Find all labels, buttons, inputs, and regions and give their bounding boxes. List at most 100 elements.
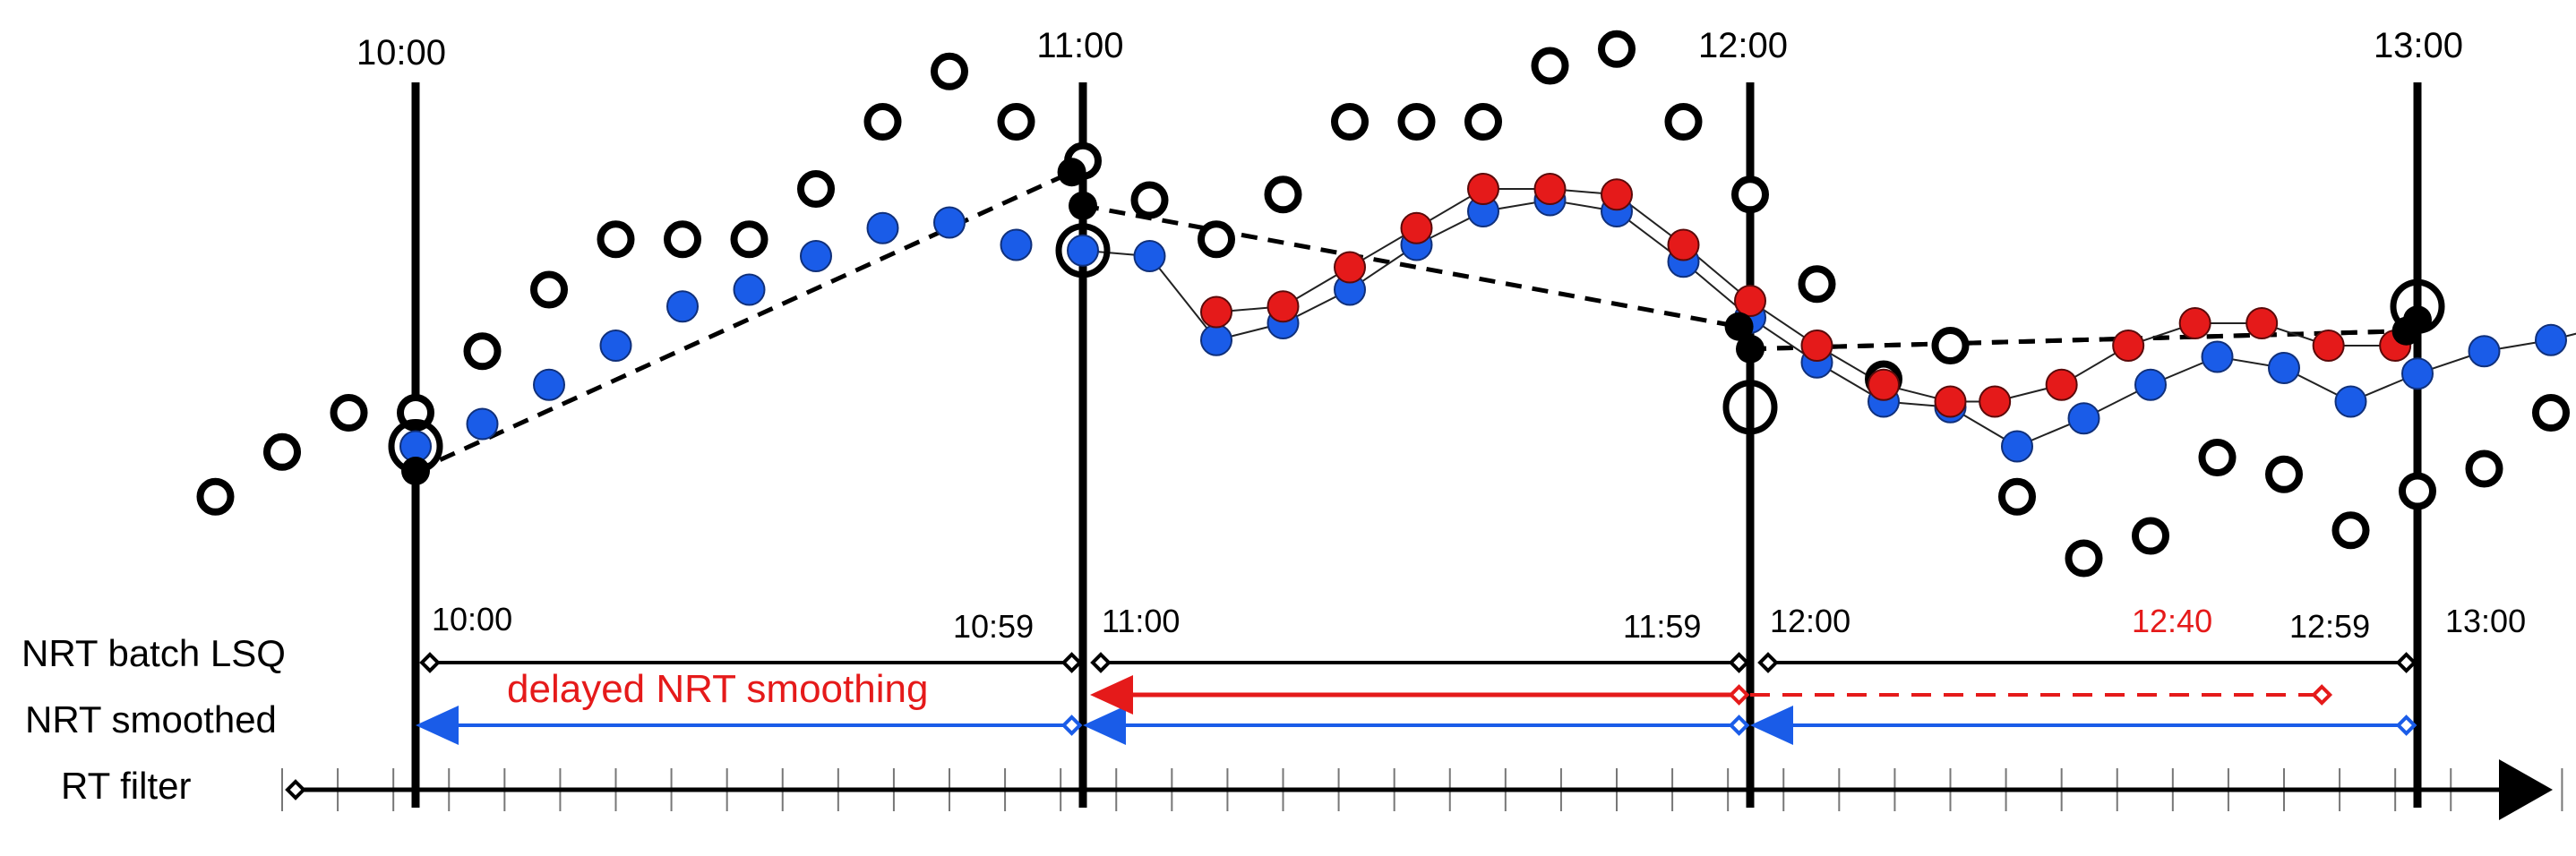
delayed-smoothed-point: [1467, 173, 1499, 205]
measurement-point: [1464, 103, 1502, 141]
measurement-point: [597, 220, 635, 259]
measurement-point: [1397, 103, 1436, 141]
delayed-smoothed-point: [1601, 178, 1633, 211]
measurement-point: [1531, 47, 1569, 85]
smoothed-point: [2535, 323, 2567, 356]
smoothed-end-diamond: [2395, 715, 2417, 736]
measurement-point: [263, 432, 301, 471]
row-label-rt: RT filter: [61, 765, 191, 807]
smoothed-point: [2001, 430, 2033, 463]
delayed-smoothed-point: [2312, 330, 2345, 362]
row-label-smoothed: NRT smoothed: [25, 698, 277, 740]
delayed-arrowhead: [1090, 675, 1133, 715]
delayed-smoothed-point: [1800, 330, 1833, 362]
smoothed-point: [1133, 240, 1166, 272]
measurement-point: [2331, 511, 2370, 550]
smoothed-arrowhead: [416, 706, 459, 745]
delayed-smoothing-annotation: delayed NRT smoothing: [507, 667, 928, 711]
batch-start-diamond: [419, 652, 441, 673]
delayed-smoothed-point: [1979, 385, 2012, 418]
measurement-point: [530, 270, 568, 309]
batch-lsq-points: [401, 158, 2432, 485]
delayed-smoothed-point: [2245, 307, 2279, 339]
minute-label-1240: 12:40: [2132, 603, 2212, 639]
hour-label-12: 12:00: [1698, 26, 1788, 65]
minute-label-1000: 10:00: [432, 601, 512, 638]
boundary-ring: [1722, 380, 1778, 435]
measurement-point: [463, 332, 502, 371]
window-boundary-rings: [388, 223, 2445, 474]
batch-end-diamond: [2395, 652, 2417, 673]
smoothed-point: [2334, 385, 2367, 418]
measurement-point: [196, 477, 235, 516]
smoothed-point: [800, 240, 832, 272]
delayed-smoothed-point: [1734, 285, 1766, 317]
batch-dashed-segment: [1749, 329, 2407, 352]
minute-label-1300: 13:00: [2445, 603, 2526, 639]
smoothed-arrowhead: [1083, 706, 1126, 745]
measurement-point: [1198, 220, 1235, 259]
smoothed-arrowhead: [1750, 706, 1793, 745]
delayed-smoothed-point: [1267, 290, 1300, 323]
delayed-smoothed-point: [1934, 385, 1967, 418]
delayed-smoothed-point: [2178, 307, 2211, 339]
smoothed-point: [2201, 340, 2234, 373]
minute-label-1100: 11:00: [1102, 603, 1180, 639]
hour-label-10: 10:00: [356, 33, 446, 73]
smoothed-end-diamond: [1060, 715, 1083, 736]
smoothed-point: [2268, 352, 2300, 384]
measurement-point: [2399, 472, 2436, 510]
delayed-smoothed-point: [2045, 368, 2078, 401]
smoothed-point: [933, 206, 966, 239]
smoothed-point: [1200, 323, 1232, 356]
hour-label-13: 13:00: [2374, 26, 2463, 65]
rt-start-diamond: [285, 779, 306, 800]
measurement-point: [863, 103, 902, 141]
smoothed-point: [1067, 234, 1099, 267]
boundary-ring: [388, 419, 443, 474]
smoothed-end-diamond: [1728, 715, 1750, 736]
batch-dashed-segment: [1082, 203, 1740, 330]
measurement-points: [196, 30, 2570, 578]
smoothed-point: [1000, 228, 1033, 261]
delayed-end-diamond: [1728, 684, 1750, 706]
measurement-point: [2132, 517, 2169, 555]
measurement-point: [730, 220, 769, 259]
measurement-point: [664, 220, 701, 259]
batch-point: [1069, 191, 1097, 220]
batch-dashed-segment: [414, 169, 1073, 474]
measurement-point: [2065, 539, 2103, 578]
measurement-point: [2198, 439, 2237, 476]
delayed-smoothed-point: [1868, 368, 1900, 401]
batch-end-diamond: [1728, 652, 1750, 673]
row-label-batch: NRT batch LSQ: [21, 632, 286, 674]
smoothed-point: [733, 273, 766, 306]
smoothed-point: [866, 211, 899, 244]
batch-point: [1736, 334, 1765, 364]
smoothed-point: [2468, 335, 2501, 368]
measurement-point: [797, 170, 835, 208]
batch-point: [1724, 312, 1754, 341]
batch-end-diamond: [1060, 652, 1083, 673]
smoothed-point: [533, 368, 565, 401]
timeline-rows: [285, 652, 2553, 820]
measurement-point: [1664, 103, 1703, 141]
minute-label-1200: 12:00: [1770, 603, 1850, 639]
measurement-point: [931, 52, 968, 90]
measurement-point: [997, 103, 1035, 141]
batch-start-diamond: [1090, 652, 1112, 673]
minute-label-1059: 10:59: [953, 608, 1034, 645]
smoothed-point: [2134, 368, 2167, 401]
measurement-point: [1998, 477, 2036, 516]
batch-start-diamond: [1757, 652, 1779, 673]
rt-axis-arrowhead: [2499, 759, 2553, 820]
measurement-point: [1130, 181, 1169, 219]
measurement-point: [1931, 327, 1970, 364]
delayed-smoothed-point: [1667, 228, 1700, 261]
delayed-smoothed-points: [1200, 173, 2412, 418]
measurement-point: [330, 394, 368, 432]
delayed-smoothed-point: [1334, 251, 1366, 284]
measurement-point: [1264, 175, 1302, 214]
boundary-ring: [2390, 278, 2445, 334]
measurement-point: [1731, 175, 1769, 214]
